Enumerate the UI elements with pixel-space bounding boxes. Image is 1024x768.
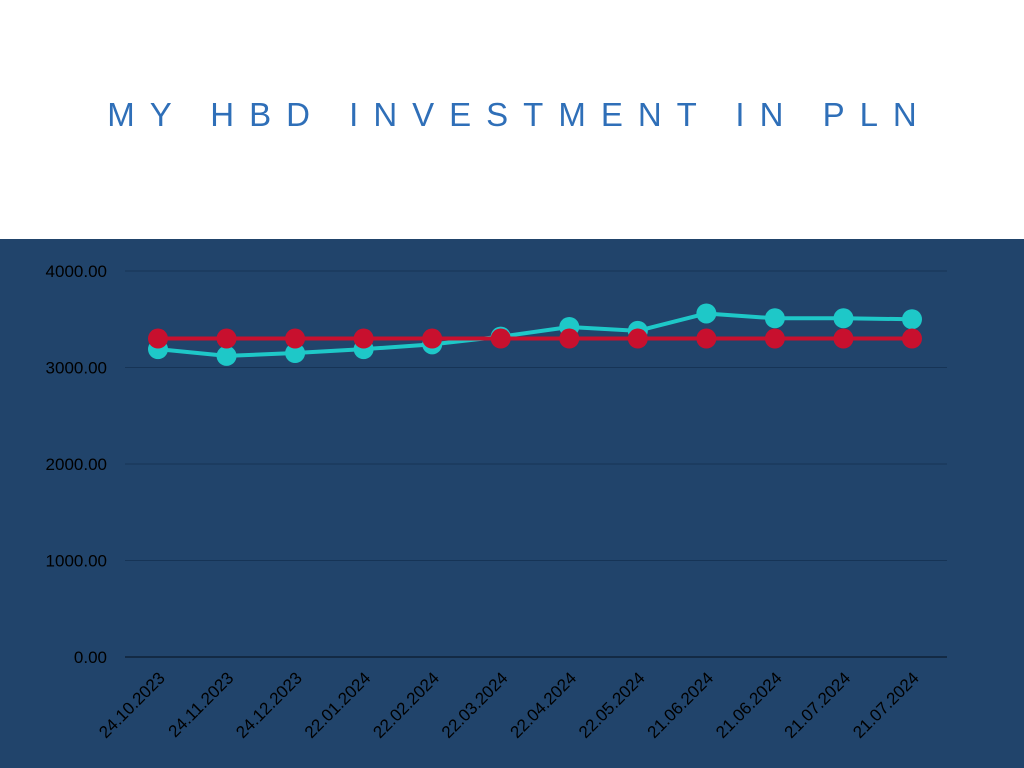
plot-background [0,239,1024,768]
y-tick-label: 1000.00 [46,552,107,571]
title-band: MY HBD INVESTMENT IN PLN [0,0,1024,239]
data-point [696,328,717,349]
gridlines [125,270,947,658]
y-tick-label: 0.00 [74,648,107,667]
y-tick-label: 4000.00 [46,262,107,281]
series-line [156,311,914,358]
chart-title: MY HBD INVESTMENT IN PLN [107,96,932,133]
data-point [148,328,168,349]
data-point [285,343,306,364]
y-tick-label: 2000.00 [46,455,107,474]
data-point [764,308,785,329]
data-point [216,345,237,366]
data-point [833,308,854,329]
y-axis-ticks: 0.00 1000.00 2000.00 3000.00 4000.00 [46,262,107,667]
data-point [764,328,785,349]
data-point [216,328,237,349]
data-point [285,328,306,349]
y-tick-label: 3000.00 [46,359,107,378]
data-point [833,328,854,349]
series-2 [148,328,922,349]
data-point [353,328,374,349]
data-point [559,328,580,349]
data-point [627,328,648,349]
data-point [490,328,511,349]
data-point [696,303,717,324]
data-point [902,309,922,330]
data-point [422,328,443,349]
data-point [902,328,922,349]
series-layer [148,303,922,366]
